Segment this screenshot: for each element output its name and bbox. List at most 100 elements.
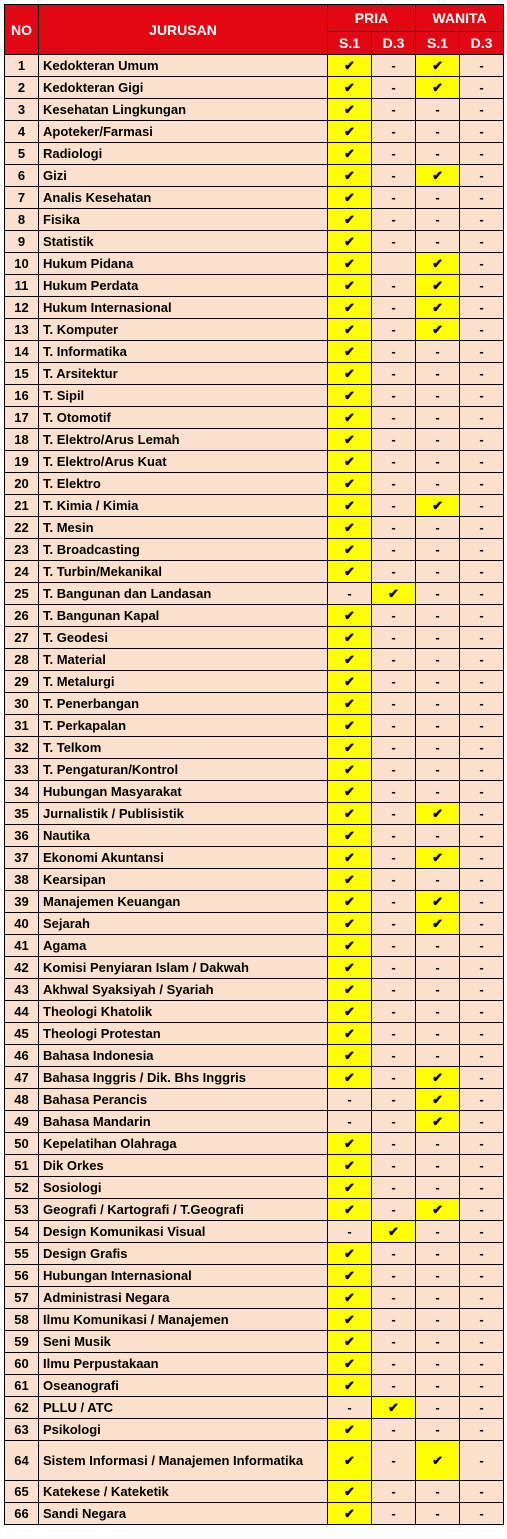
dash-icon: - xyxy=(391,916,395,931)
mark-cell: - xyxy=(372,979,416,1001)
mark-cell: - xyxy=(460,649,504,671)
row-jurusan: Kedokteran Umum xyxy=(39,55,328,77)
row-jurusan: Nautika xyxy=(39,825,328,847)
table-row: 22T. Mesin✔--- xyxy=(5,517,504,539)
mark-cell: ✔ xyxy=(328,429,372,451)
mark-cell: - xyxy=(416,385,460,407)
mark-cell: ✔ xyxy=(328,803,372,825)
row-jurusan: T. Material xyxy=(39,649,328,671)
table-row: 61Oseanografi✔--- xyxy=(5,1375,504,1397)
table-row: 24T. Turbin/Mekanikal✔--- xyxy=(5,561,504,583)
check-icon: ✔ xyxy=(344,102,355,117)
dash-icon: - xyxy=(479,1048,483,1063)
row-no: 56 xyxy=(5,1265,39,1287)
dash-icon: - xyxy=(391,718,395,733)
check-icon: ✔ xyxy=(432,322,443,337)
dash-icon: - xyxy=(479,894,483,909)
mark-cell: - xyxy=(372,275,416,297)
check-icon: ✔ xyxy=(344,168,355,183)
mark-cell: ✔ xyxy=(328,627,372,649)
row-jurusan: Sosiologi xyxy=(39,1177,328,1199)
dash-icon: - xyxy=(479,300,483,315)
check-icon: ✔ xyxy=(344,410,355,425)
check-icon: ✔ xyxy=(344,1312,355,1327)
dash-icon: - xyxy=(435,1268,439,1283)
dash-icon: - xyxy=(479,652,483,667)
check-icon: ✔ xyxy=(344,1506,355,1521)
mark-cell: - xyxy=(460,1067,504,1089)
mark-cell: ✔ xyxy=(416,165,460,187)
row-jurusan: T. Penerbangan xyxy=(39,693,328,715)
row-no: 3 xyxy=(5,99,39,121)
table-row: 55Design Grafis✔--- xyxy=(5,1243,504,1265)
table-row: 58Ilmu Komunikasi / Manajemen✔--- xyxy=(5,1309,504,1331)
dash-icon: - xyxy=(479,278,483,293)
mark-cell: - xyxy=(416,825,460,847)
table-row: 65Katekese / Kateketik✔--- xyxy=(5,1481,504,1503)
check-icon: ✔ xyxy=(432,1070,443,1085)
mark-cell: - xyxy=(372,759,416,781)
mark-cell: ✔ xyxy=(328,77,372,99)
row-no: 63 xyxy=(5,1419,39,1441)
mark-cell: - xyxy=(372,737,416,759)
check-icon: ✔ xyxy=(344,1004,355,1019)
mark-cell: ✔ xyxy=(328,869,372,891)
check-icon: ✔ xyxy=(344,1026,355,1041)
table-row: 64Sistem Informasi / Manajemen Informati… xyxy=(5,1441,504,1481)
row-jurusan: Dik Orkes xyxy=(39,1155,328,1177)
mark-cell: - xyxy=(372,407,416,429)
mark-cell: - xyxy=(372,1419,416,1441)
row-no: 4 xyxy=(5,121,39,143)
row-no: 51 xyxy=(5,1155,39,1177)
mark-cell: - xyxy=(372,649,416,671)
mark-cell: - xyxy=(460,297,504,319)
dash-icon: - xyxy=(435,1224,439,1239)
row-no: 27 xyxy=(5,627,39,649)
dash-icon: - xyxy=(391,1246,395,1261)
dash-icon: - xyxy=(435,938,439,953)
mark-cell: - xyxy=(372,693,416,715)
mark-cell: - xyxy=(460,319,504,341)
dash-icon: - xyxy=(391,388,395,403)
table-row: 14T. Informatika✔--- xyxy=(5,341,504,363)
table-row: 38Kearsipan✔--- xyxy=(5,869,504,891)
check-icon: ✔ xyxy=(432,278,443,293)
table-row: 33T. Pengaturan/Kontrol✔--- xyxy=(5,759,504,781)
table-row: 66Sandi Negara✔--- xyxy=(5,1503,504,1525)
row-no: 8 xyxy=(5,209,39,231)
dash-icon: - xyxy=(479,872,483,887)
dash-icon: - xyxy=(391,1048,395,1063)
mark-cell: - xyxy=(372,1089,416,1111)
check-icon: ✔ xyxy=(344,498,355,513)
row-no: 15 xyxy=(5,363,39,385)
row-no: 62 xyxy=(5,1397,39,1419)
mark-cell: - xyxy=(372,473,416,495)
mark-cell: - xyxy=(460,1133,504,1155)
dash-icon: - xyxy=(479,1158,483,1173)
mark-cell: - xyxy=(460,517,504,539)
dash-icon: - xyxy=(435,1400,439,1415)
mark-cell: - xyxy=(460,935,504,957)
mark-cell: ✔ xyxy=(416,77,460,99)
table-row: 37Ekonomi Akuntansi✔-✔- xyxy=(5,847,504,869)
mark-cell: - xyxy=(416,1243,460,1265)
check-icon: ✔ xyxy=(344,916,355,931)
dash-icon: - xyxy=(391,960,395,975)
check-icon: ✔ xyxy=(344,1070,355,1085)
mark-cell: ✔ xyxy=(328,451,372,473)
mark-cell: - xyxy=(372,1503,416,1525)
mark-cell: - xyxy=(372,143,416,165)
mark-cell: ✔ xyxy=(416,1199,460,1221)
table-row: 59Seni Musik✔--- xyxy=(5,1331,504,1353)
header-no: NO xyxy=(5,5,39,55)
dash-icon: - xyxy=(391,366,395,381)
row-jurusan: Ilmu Komunikasi / Manajemen xyxy=(39,1309,328,1331)
mark-cell: - xyxy=(372,363,416,385)
check-icon: ✔ xyxy=(344,784,355,799)
mark-cell: - xyxy=(460,693,504,715)
mark-cell: - xyxy=(460,1287,504,1309)
mark-cell: ✔ xyxy=(328,1133,372,1155)
mark-cell: ✔ xyxy=(328,187,372,209)
dash-icon: - xyxy=(435,1356,439,1371)
mark-cell: - xyxy=(460,231,504,253)
